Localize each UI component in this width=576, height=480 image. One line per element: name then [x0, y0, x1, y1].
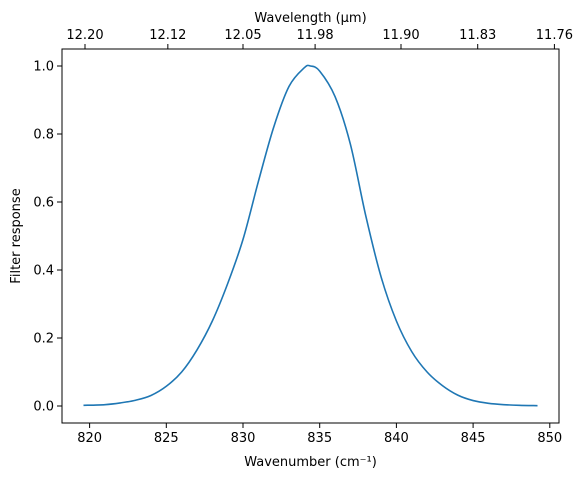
top-x-tick-label: 11.76 [536, 28, 573, 43]
y-tick-label: 0.2 [33, 332, 54, 347]
y-tick-label: 0.4 [33, 264, 54, 279]
top-x-tick-label: 12.05 [224, 28, 261, 43]
plot-frame [61, 48, 560, 424]
top-x-tick-label: 11.90 [382, 28, 419, 43]
top-x-axis-title: Wavelength (μm) [254, 11, 366, 26]
top-x-tick-label: 12.12 [149, 28, 186, 43]
x-tick-label: 840 [384, 431, 409, 446]
x-tick-label: 825 [154, 431, 179, 446]
top-x-tick-label: 11.98 [296, 28, 333, 43]
x-tick-label: 835 [307, 431, 332, 446]
x-axis-title: Wavenumber (cm⁻¹) [244, 455, 377, 470]
y-tick-label: 0.8 [33, 128, 54, 143]
x-tick-label: 850 [537, 431, 562, 446]
top-x-tick-label: 11.83 [459, 28, 496, 43]
y-tick-label: 1.0 [33, 60, 54, 75]
y-tick-label: 0.6 [33, 196, 54, 211]
x-tick-label: 820 [77, 431, 102, 446]
x-tick-label: 830 [231, 431, 256, 446]
top-x-tick-label: 12.20 [66, 28, 103, 43]
plot-layer [83, 64, 538, 407]
y-tick-label: 0.0 [33, 400, 54, 415]
x-tick-label: 845 [461, 431, 486, 446]
series-line-0 [83, 64, 538, 407]
y-axis-title: Filter response [9, 188, 24, 283]
ticks-layer: 820 825 830 835 840 845 850 12.20 12.12 12.05 11.9… [33, 28, 573, 446]
